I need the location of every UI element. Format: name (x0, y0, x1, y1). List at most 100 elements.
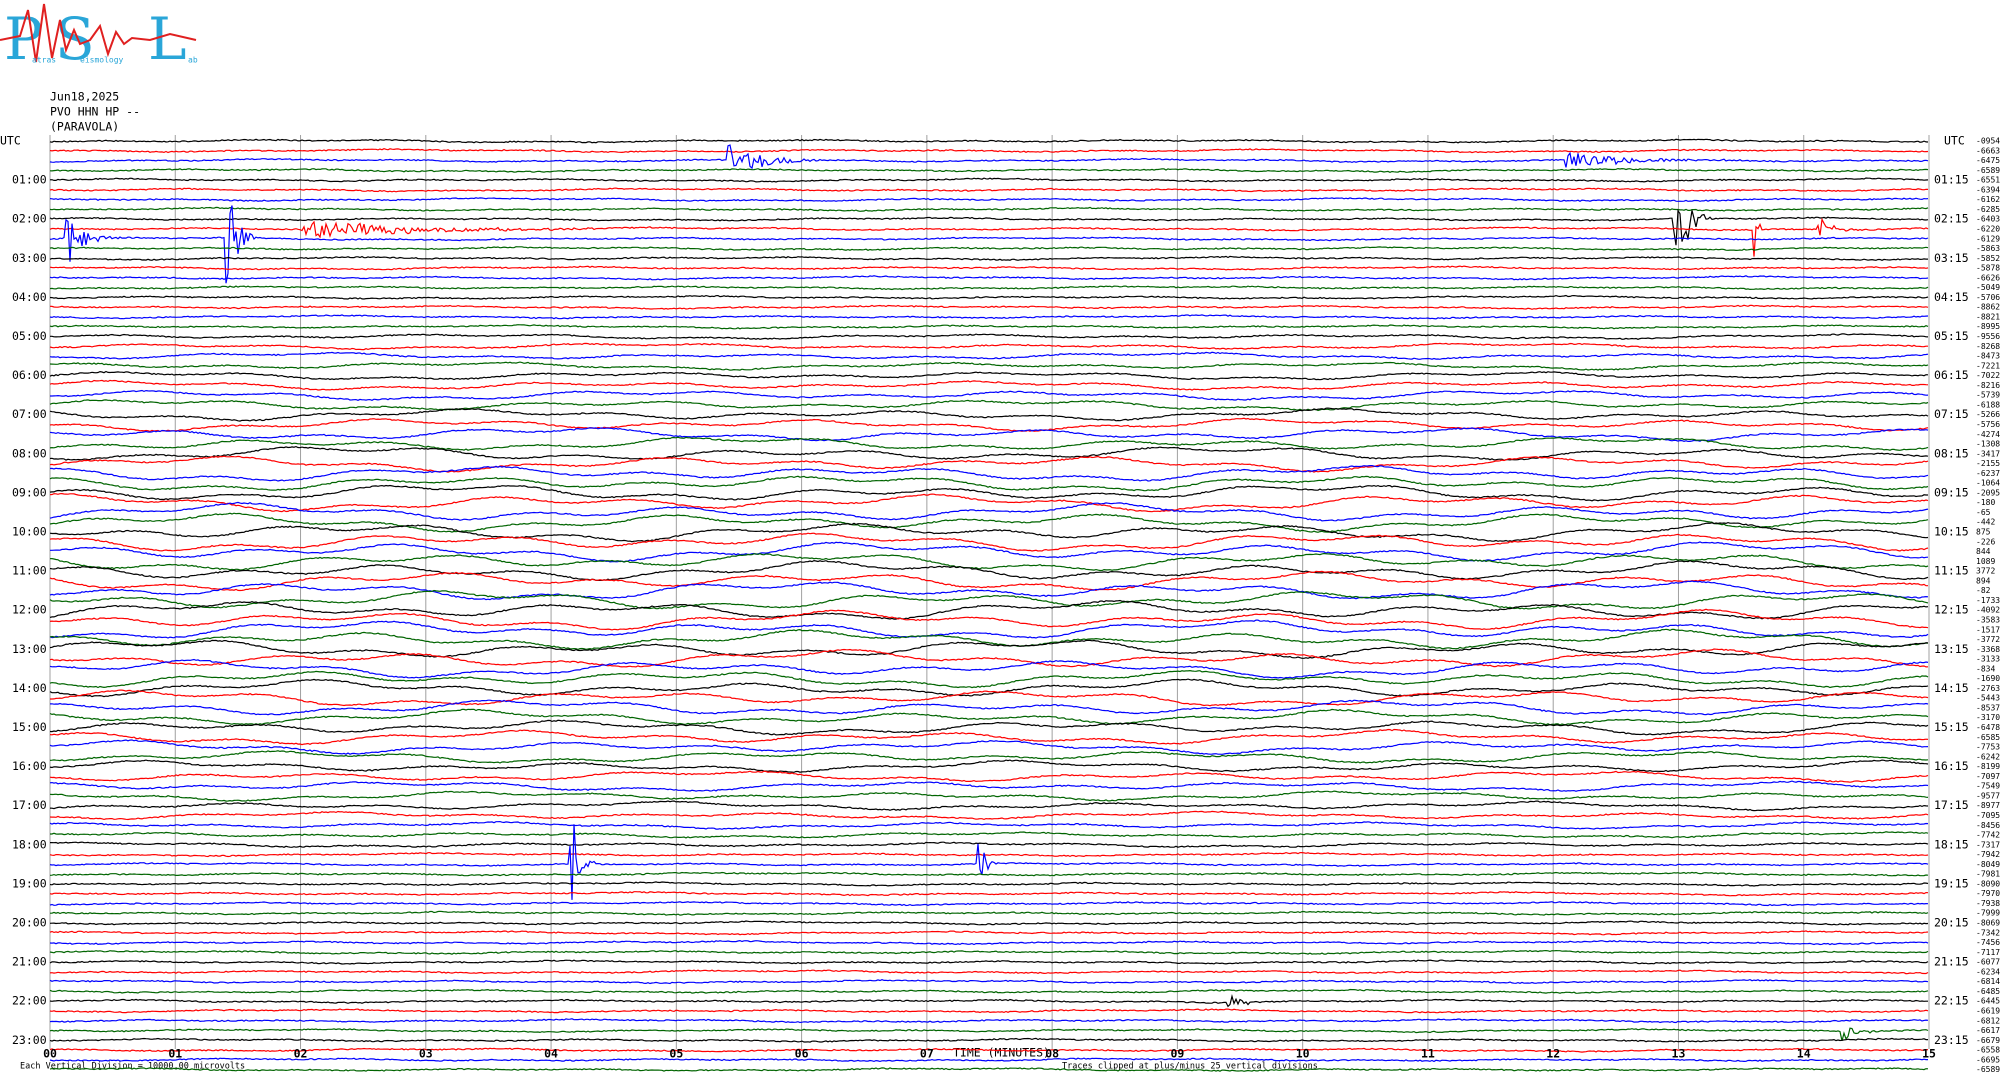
trace (49, 949, 1929, 955)
trace (50, 333, 1929, 340)
trace-offset: -5706 (1976, 293, 2000, 302)
trace (49, 246, 1929, 252)
hour-label: 07:00 (12, 407, 47, 421)
hour-label: 23:15 (1934, 1033, 1969, 1047)
hour-label: 23:00 (12, 1033, 47, 1047)
hour-label: 01:00 (12, 173, 47, 187)
hour-label: 16:15 (1934, 759, 1969, 773)
trace (49, 800, 1929, 812)
trace-offset: -9577 (1976, 791, 2000, 800)
hour-label: 22:15 (1934, 994, 1969, 1008)
trace (49, 177, 1929, 183)
hour-label: 06:00 (12, 368, 47, 382)
trace (49, 521, 1929, 543)
trace-offset: 844 (1976, 547, 1991, 556)
trace-offset: -1690 (1976, 674, 2000, 683)
trace (49, 939, 1929, 946)
trace (49, 978, 1929, 985)
hour-label: 10:15 (1934, 525, 1969, 539)
trace (50, 541, 1929, 563)
hour-label: 16:00 (12, 759, 47, 773)
hour-label: 06:15 (1934, 368, 1969, 382)
trace (49, 370, 1929, 381)
trace (49, 669, 1929, 689)
trace (49, 1008, 1929, 1014)
trace-offset: -6617 (1976, 1026, 2000, 1035)
trace-offset: -1733 (1976, 596, 2000, 605)
trace (49, 552, 1929, 572)
traces (49, 138, 1929, 1072)
trace-offset: -7753 (1976, 743, 2000, 752)
hour-label: 17:00 (12, 798, 47, 812)
trace-offset: -5878 (1976, 264, 2000, 273)
trace (49, 678, 1929, 698)
hour-label: 20:15 (1934, 916, 1969, 930)
trace (49, 314, 1929, 320)
trace-offset: 1089 (1976, 557, 1995, 566)
trace-offset: -3368 (1976, 645, 2000, 654)
trace-offset: -6619 (1976, 1006, 2000, 1015)
trace-offset: -8995 (1976, 322, 2000, 331)
trace (49, 1047, 1929, 1053)
hour-label: 19:00 (12, 876, 47, 890)
trace (49, 969, 1929, 975)
hour-label: 08:15 (1934, 446, 1969, 460)
trace (50, 389, 1929, 401)
trace-offset: -3417 (1976, 449, 2000, 458)
trace-offset: -7456 (1976, 938, 2000, 947)
trace-offset: -8199 (1976, 762, 2000, 771)
x-tick-label: 08 (1045, 1047, 1059, 1061)
trace (49, 324, 1929, 330)
trace-offset: -3170 (1976, 713, 2000, 722)
trace-offset: -6626 (1976, 273, 2000, 282)
hour-label: 21:15 (1934, 955, 1969, 969)
trace-offset: -7970 (1976, 889, 2000, 898)
trace-offset: -6242 (1976, 752, 2000, 761)
trace-offset: -6558 (1976, 1046, 2000, 1055)
hour-label: 07:15 (1934, 407, 1969, 421)
trace-offset: -6403 (1976, 215, 2000, 224)
x-tick-label: 11 (1421, 1047, 1435, 1061)
trace-offset: -7549 (1976, 782, 2000, 791)
title-site: (PARAVOLA) (50, 120, 119, 134)
trace (49, 993, 1928, 1008)
x-tick-label: 05 (669, 1047, 683, 1061)
trace-offset: -82 (1976, 586, 1991, 595)
utc-label: UTC (0, 134, 21, 148)
hour-label: 15:00 (12, 720, 47, 734)
hour-label: 03:00 (12, 251, 47, 265)
trace-offset: -5443 (1976, 694, 2000, 703)
hour-label: 04:15 (1934, 290, 1969, 304)
scale-note: Each Vertical Division = 10000.00 microv… (20, 1062, 245, 1072)
trace (49, 959, 1929, 965)
trace (50, 831, 1929, 839)
trace-offset: -6394 (1976, 185, 2000, 194)
trace (49, 399, 1929, 412)
trace-offset: -8049 (1976, 860, 2000, 869)
trace (49, 445, 1929, 461)
trace (49, 501, 1929, 522)
trace-offset: -8862 (1976, 303, 2000, 312)
hour-label: 05:15 (1934, 329, 1969, 343)
trace (49, 197, 1929, 202)
trace-offset: -6679 (1976, 1036, 2000, 1045)
logo-letter: S (55, 5, 95, 73)
x-axis-label: TIME (MINUTES) (953, 1046, 1050, 1060)
hour-label: 18:00 (12, 837, 47, 851)
trace (49, 739, 1929, 755)
trace (49, 465, 1929, 482)
trace-offset: -7742 (1976, 831, 2000, 840)
x-tick-label: 04 (544, 1047, 558, 1061)
hour-label: 19:15 (1934, 876, 1969, 890)
trace (49, 750, 1929, 764)
hour-label: 10:00 (12, 525, 47, 539)
trace (49, 559, 1929, 581)
trace (49, 619, 1929, 639)
trace-offset: -6234 (1976, 967, 2000, 976)
trace (49, 148, 1929, 154)
grid (49, 135, 1930, 1049)
trace-offset: -6814 (1976, 977, 2000, 986)
trace-offset: -6551 (1976, 176, 2000, 185)
trace-offset: -442 (1976, 518, 1995, 527)
